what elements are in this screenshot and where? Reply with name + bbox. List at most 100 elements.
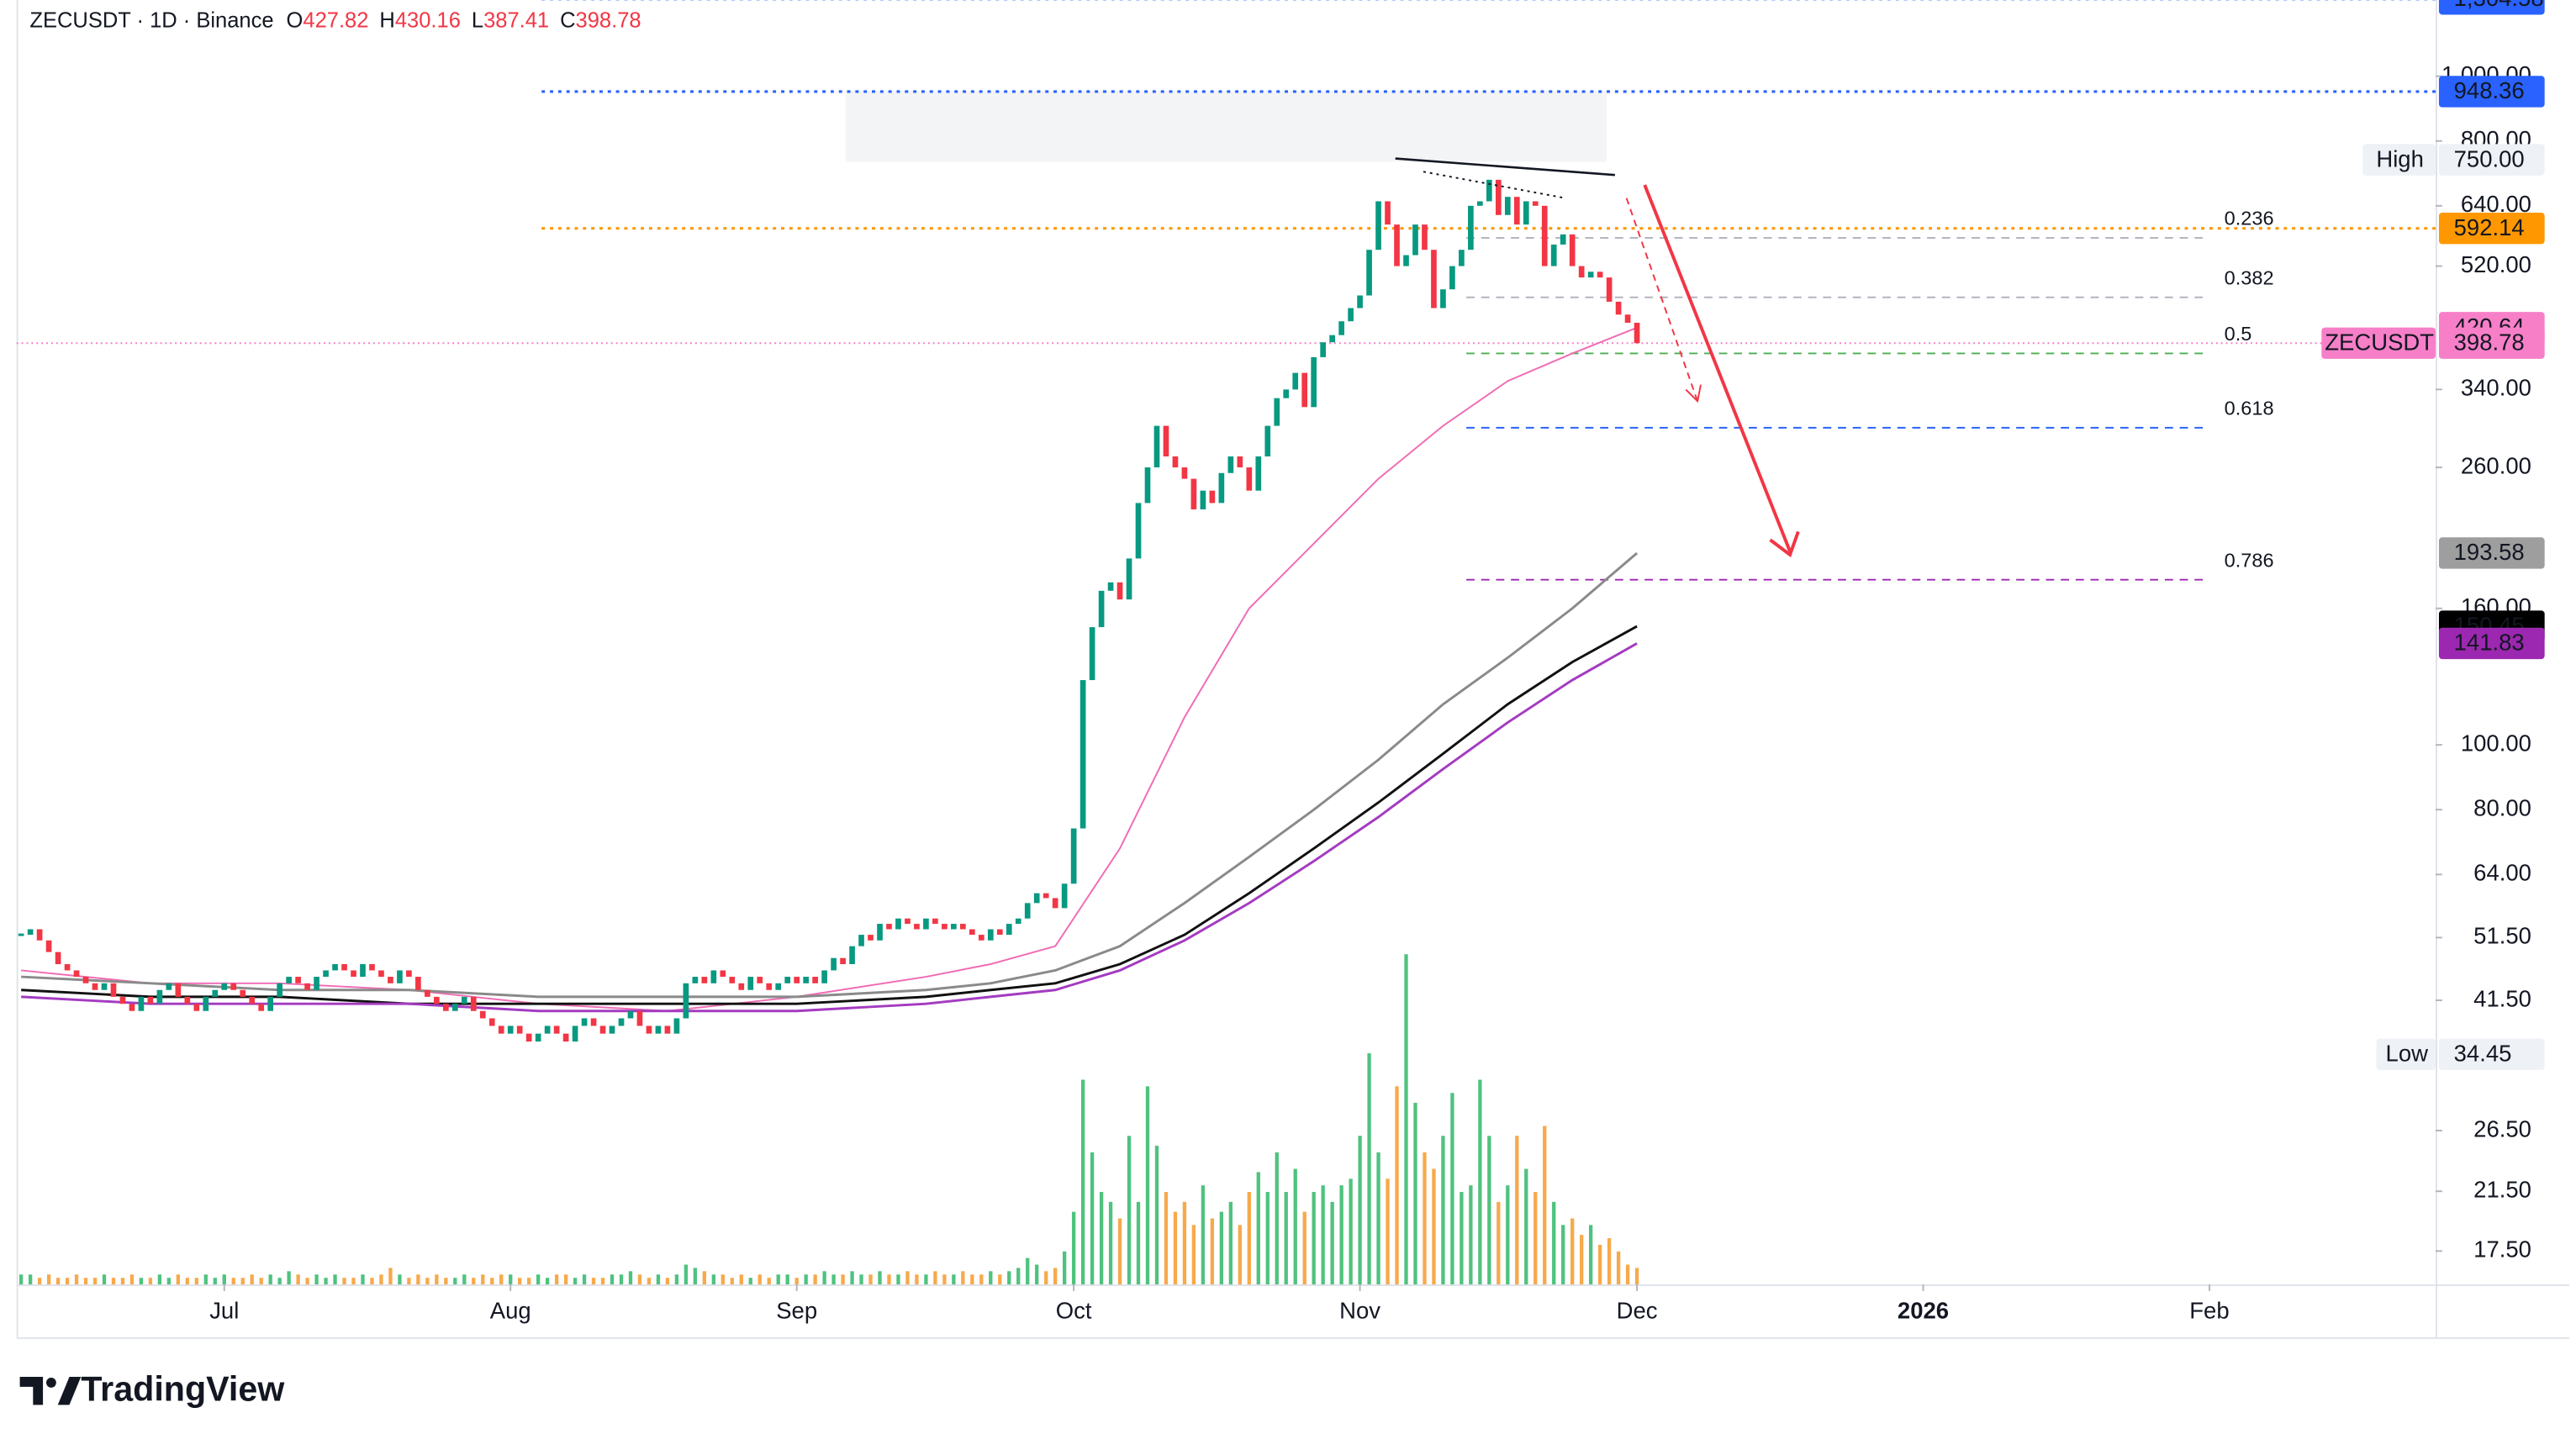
volume-bar bbox=[361, 1274, 365, 1285]
candle-body bbox=[1394, 224, 1400, 266]
price-label-box bbox=[2438, 144, 2545, 176]
x-tick-label: Feb bbox=[2189, 1298, 2229, 1324]
candle-body bbox=[1218, 472, 1225, 503]
volume-bar bbox=[259, 1278, 263, 1285]
volume-bar bbox=[794, 1278, 799, 1285]
candle-body bbox=[664, 1025, 671, 1034]
volume-bar bbox=[1302, 1211, 1306, 1285]
volume-bar bbox=[1099, 1192, 1104, 1285]
candle-body bbox=[45, 940, 52, 952]
candle-body bbox=[1292, 372, 1299, 390]
candle-body bbox=[1486, 179, 1492, 202]
candle-body bbox=[775, 983, 782, 990]
volume-bar bbox=[1219, 1211, 1224, 1285]
volume-bar bbox=[296, 1274, 300, 1285]
volume-bar bbox=[1625, 1264, 1630, 1285]
volume-bar bbox=[1450, 1093, 1454, 1285]
volume-bar bbox=[563, 1274, 568, 1285]
price-label: 592.14 bbox=[2454, 214, 2525, 240]
volume-bar bbox=[194, 1278, 198, 1285]
volume-bar bbox=[767, 1278, 771, 1285]
volume-bar bbox=[905, 1271, 910, 1285]
y-tick-label: 640.00 bbox=[2461, 191, 2531, 217]
candle-body bbox=[1357, 295, 1363, 308]
candle-body bbox=[378, 970, 384, 978]
candle-body bbox=[1043, 893, 1049, 899]
volume-bar bbox=[1053, 1268, 1058, 1285]
price-label: 34.45 bbox=[2454, 1041, 2512, 1067]
volume-bar bbox=[1016, 1268, 1021, 1285]
volume-bar bbox=[139, 1278, 144, 1285]
candle-body bbox=[240, 989, 246, 997]
volume-bar bbox=[554, 1274, 559, 1285]
candle-body bbox=[351, 970, 356, 978]
candle-body bbox=[1153, 425, 1160, 468]
candle-body bbox=[1126, 558, 1132, 600]
price-label: 1,304.58 bbox=[2454, 0, 2544, 11]
logo-mark bbox=[19, 1377, 44, 1405]
ohlc-value: 430.16 bbox=[395, 8, 461, 32]
candle-body bbox=[729, 977, 736, 983]
candle-body bbox=[1172, 456, 1179, 468]
y-tick-label: 80.00 bbox=[2473, 795, 2531, 821]
candle-body bbox=[895, 918, 901, 930]
volume-bar bbox=[1597, 1244, 1602, 1285]
candle-body bbox=[498, 1025, 504, 1034]
candle-body bbox=[1597, 272, 1603, 278]
candle-body bbox=[212, 989, 219, 997]
volume-bar bbox=[1201, 1185, 1206, 1285]
candle-body bbox=[868, 935, 874, 941]
volume-bar bbox=[1090, 1152, 1095, 1285]
volume-bar bbox=[711, 1274, 715, 1285]
candle-body bbox=[1264, 425, 1271, 457]
volume-bar bbox=[1275, 1152, 1279, 1285]
candle-body bbox=[1209, 490, 1216, 503]
candle-body bbox=[184, 996, 191, 1004]
volume-bar bbox=[684, 1264, 689, 1285]
volume-bar bbox=[1441, 1136, 1445, 1285]
dashed-arrow-head bbox=[1685, 384, 1702, 403]
y-tick-label: 100.00 bbox=[2461, 730, 2531, 756]
candle-body bbox=[812, 977, 818, 983]
candle-body bbox=[73, 970, 80, 978]
candle-body bbox=[369, 964, 375, 971]
candle-body bbox=[803, 977, 809, 983]
candle-body bbox=[488, 1018, 495, 1026]
volume-bar bbox=[665, 1278, 670, 1285]
volume-bar bbox=[804, 1274, 808, 1285]
candle-body bbox=[1449, 266, 1455, 290]
volume-bar bbox=[924, 1274, 928, 1285]
y-tick-label: 64.00 bbox=[2473, 860, 2531, 886]
candle-body bbox=[203, 996, 209, 1011]
volume-bar bbox=[1136, 1201, 1141, 1285]
volume-bar bbox=[1469, 1185, 1473, 1285]
volume-bar bbox=[1312, 1192, 1316, 1285]
candle-body bbox=[1422, 224, 1428, 250]
volume-bar bbox=[314, 1274, 319, 1285]
volume-bar bbox=[1247, 1192, 1251, 1285]
candle-body bbox=[1283, 389, 1290, 398]
volume-bar bbox=[979, 1274, 984, 1285]
volume-bar bbox=[1191, 1225, 1196, 1285]
y-tick-label: 520.00 bbox=[2461, 251, 2531, 277]
candle-body bbox=[581, 1018, 588, 1026]
candle-body bbox=[978, 935, 984, 941]
candle-body bbox=[286, 977, 292, 983]
volume-bar bbox=[333, 1274, 337, 1285]
volume-bar bbox=[730, 1278, 734, 1285]
volume-bar bbox=[481, 1274, 485, 1285]
volume-bar bbox=[1210, 1218, 1215, 1285]
volume-bar bbox=[1432, 1168, 1436, 1285]
volume-bar bbox=[305, 1278, 309, 1285]
volume-bar bbox=[739, 1274, 743, 1285]
volume-bar bbox=[176, 1274, 181, 1285]
volume-bar bbox=[37, 1278, 42, 1285]
blurred-box bbox=[845, 91, 1607, 162]
fib-level-label: 0.382 bbox=[2225, 266, 2274, 288]
y-tick-label: 17.50 bbox=[2473, 1236, 2531, 1263]
volume-bar bbox=[822, 1271, 826, 1285]
volume-bar bbox=[573, 1278, 578, 1285]
candle-body bbox=[507, 1025, 514, 1034]
